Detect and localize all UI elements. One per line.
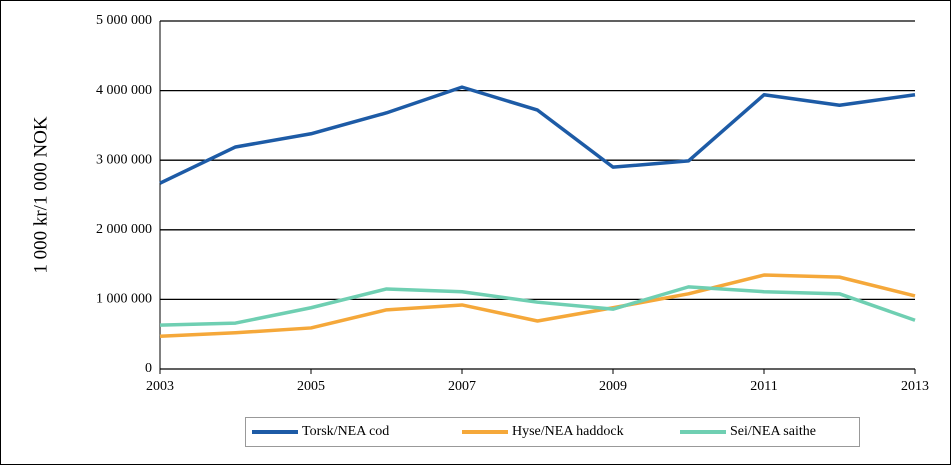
x-tick-label: 2005 [297,379,325,394]
y-tick-label: 4 000 000 [96,83,152,98]
y-tick-label: 5 000 000 [96,13,152,28]
x-tick-label: 2009 [599,379,627,394]
y-tick-label: 3 000 000 [96,152,152,167]
y-tick-label: 0 [145,361,152,376]
series-line [159,285,916,327]
legend [245,417,860,447]
y-axis-label: 1 000 kr/1 000 NOK [30,116,51,274]
y-tick-label: 1 000 000 [96,292,152,307]
series-line [159,273,916,339]
x-tick-label: 2007 [448,379,476,394]
x-tick-label: 2013 [901,379,929,394]
legend-label: Torsk/NEA cod [302,424,389,439]
legend-label: Hyse/NEA haddock [512,424,624,439]
series-line [159,85,916,185]
x-tick-label: 2011 [750,379,777,394]
y-tick-label: 2 000 000 [96,222,152,237]
x-tick-label: 2003 [146,379,174,394]
legend-label: Sei/NEA saithe [730,424,816,439]
